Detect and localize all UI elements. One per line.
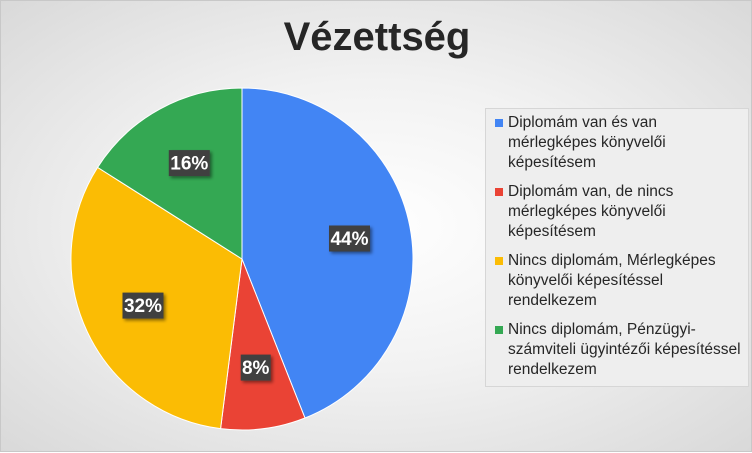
legend-item: Nincs diplomám, Pénzügyi-számviteli ügyi…	[492, 320, 744, 380]
data-label: 44%	[329, 225, 370, 252]
data-label-text: 16%	[170, 154, 208, 175]
legend-label: Nincs diplomám, Mérlegképes könyvelői ké…	[508, 252, 716, 309]
legend-item: Nincs diplomám, Mérlegképes könyvelői ké…	[492, 251, 744, 311]
legend-swatch	[495, 119, 503, 127]
data-label-box	[168, 150, 210, 177]
data-label: 8%	[240, 354, 271, 381]
data-label-text: 44%	[330, 229, 368, 250]
data-label-box	[240, 354, 271, 381]
data-label-box	[122, 292, 164, 319]
legend-swatch	[495, 326, 503, 334]
legend-swatch	[495, 188, 503, 196]
legend-label: Diplomám van és van mérlegképes könyvelő…	[508, 114, 666, 171]
data-label: 16%	[168, 150, 210, 177]
data-label: 32%	[122, 292, 164, 319]
legend-item: Diplomám van és van mérlegképes könyvelő…	[492, 113, 744, 173]
chart-title: Vézettség	[283, 15, 471, 59]
legend-item: Diplomám van, de nincs mérlegképes könyv…	[492, 182, 744, 242]
legend-swatch	[495, 257, 503, 265]
legend-label: Nincs diplomám, Pénzügyi-számviteli ügyi…	[508, 321, 741, 378]
data-label-box	[329, 225, 370, 252]
data-label-text: 8%	[242, 358, 270, 379]
legend-label: Diplomám van, de nincs mérlegképes könyv…	[508, 183, 674, 240]
legend: Diplomám van és van mérlegképes könyvelő…	[485, 108, 749, 387]
data-label-text: 32%	[124, 296, 162, 317]
slice-diploma-and-accountant	[241, 87, 414, 419]
